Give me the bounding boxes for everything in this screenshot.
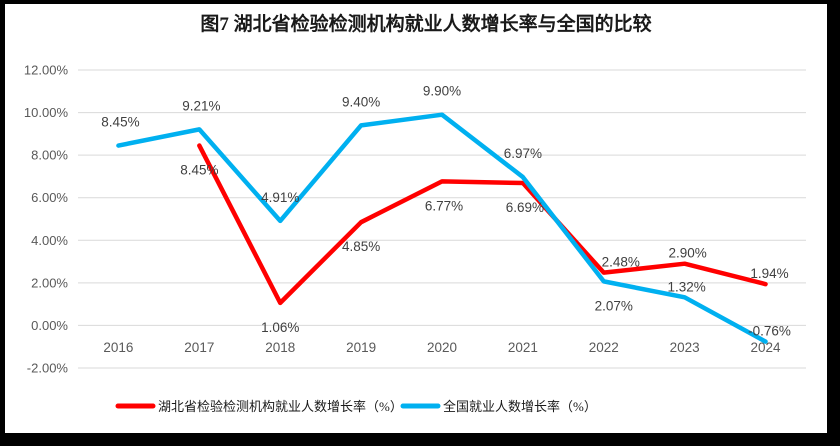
data-label-national-2021: 6.97% bbox=[504, 146, 542, 161]
data-label-national-2024: -0.76% bbox=[748, 324, 791, 339]
data-label-hubei-2021: 6.69% bbox=[506, 200, 544, 215]
y-axis-tick-label: 2.00% bbox=[31, 275, 68, 290]
x-axis-labels-group: 2016 2017 2018 2019 2020 2021 2022 2023 2024 bbox=[103, 340, 781, 355]
data-label-hubei-2018: 1.06% bbox=[261, 320, 299, 335]
x-axis-tick-label: 2019 bbox=[346, 340, 376, 355]
data-label-national-2020: 9.90% bbox=[423, 84, 461, 99]
x-axis-tick-label: 2016 bbox=[103, 340, 133, 355]
y-axis-tick-label: 10.00% bbox=[24, 105, 69, 120]
gridlines-group bbox=[78, 69, 806, 369]
data-label-hubei-2023: 2.90% bbox=[669, 246, 707, 261]
x-axis-tick-label: 2017 bbox=[184, 340, 214, 355]
series-line-hubei bbox=[197, 143, 768, 306]
data-label-national-2018: 4.91% bbox=[261, 190, 299, 205]
x-axis-tick-label: 2021 bbox=[508, 340, 538, 355]
y-axis-tick-label: -2.00% bbox=[27, 361, 69, 376]
y-axis-labels-group: 12.00% 10.00% 8.00% 6.00% 4.00% 2.00% 0.00% -2.… bbox=[24, 63, 69, 376]
data-label-national-2019: 9.40% bbox=[342, 94, 380, 109]
data-label-hubei-2019: 4.85% bbox=[342, 239, 380, 254]
data-label-national-2023: 1.32% bbox=[668, 279, 706, 294]
x-axis-tick-label: 2023 bbox=[670, 340, 700, 355]
data-label-national-2016: 8.45% bbox=[101, 115, 139, 130]
data-labels-group: 8.45% 1.06% 4.85% 6.77% 6.69% 2.48% 2.90% 1.94%… bbox=[101, 84, 791, 339]
y-axis-tick-label: 6.00% bbox=[31, 190, 68, 205]
x-axis-tick-label: 2018 bbox=[265, 340, 295, 355]
data-label-hubei-2020: 6.77% bbox=[425, 198, 463, 213]
series-lines-group bbox=[116, 112, 768, 344]
y-axis-tick-label: 4.00% bbox=[31, 233, 68, 248]
legend-label-hubei: 湖北省检验检测机构就业人数增长率（%） bbox=[158, 399, 403, 414]
data-label-hubei-2017: 8.45% bbox=[180, 163, 218, 178]
series-line-national bbox=[116, 112, 768, 344]
x-axis-tick-label: 2020 bbox=[427, 340, 457, 355]
data-label-hubei-2022: 2.48% bbox=[602, 255, 640, 270]
x-axis-tick-label: 2022 bbox=[589, 340, 619, 355]
y-axis-tick-label: 12.00% bbox=[24, 63, 69, 78]
legend-label-national: 全国就业人数增长率（%） bbox=[443, 399, 597, 414]
y-axis-tick-label: 8.00% bbox=[31, 148, 68, 163]
y-axis-tick-label: 0.00% bbox=[31, 318, 68, 333]
legend: 湖北省检验检测机构就业人数增长率（%） 全国就业人数增长率（%） bbox=[115, 399, 597, 414]
x-axis-tick-label: 2024 bbox=[751, 340, 782, 355]
chart-title: 图7 湖北省检验检测机构就业人数增长率与全国的比较 bbox=[200, 12, 651, 35]
data-label-hubei-2024: 1.94% bbox=[750, 266, 788, 281]
data-label-national-2017: 9.21% bbox=[182, 98, 220, 113]
line-chart: 图7 湖北省检验检测机构就业人数增长率与全国的比较 12.00% 10.00% 8.… bbox=[24, 12, 806, 414]
data-label-national-2022: 2.07% bbox=[595, 298, 633, 313]
